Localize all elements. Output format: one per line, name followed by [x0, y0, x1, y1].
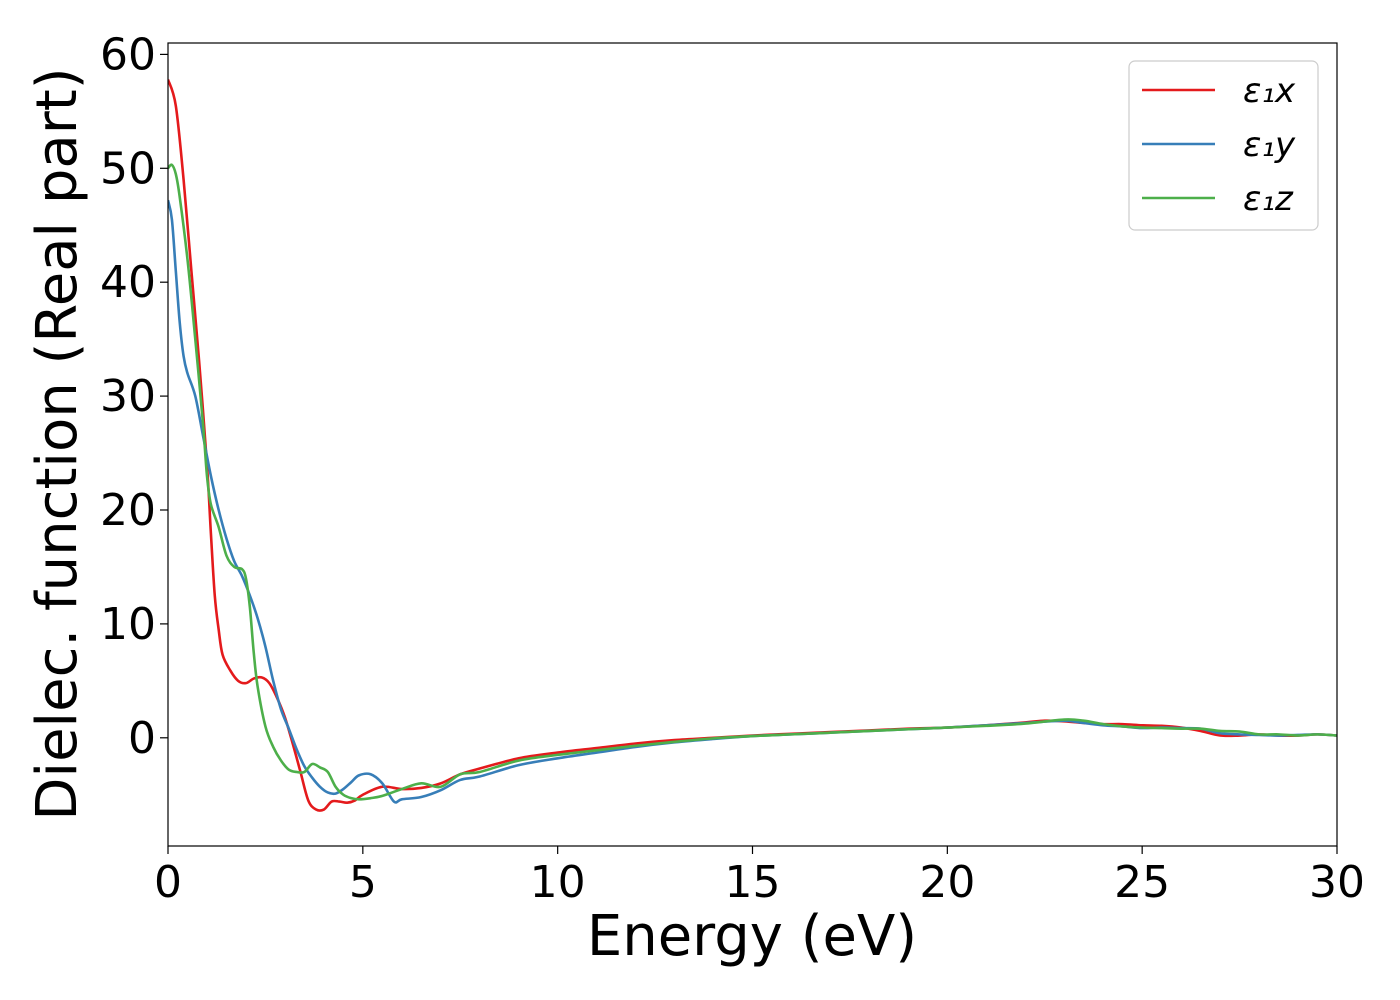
y-tick-label: 0 — [128, 713, 156, 764]
y-tick-label: 50 — [100, 143, 156, 194]
y-tick-label: 10 — [100, 599, 156, 650]
x-tick-label: 10 — [530, 857, 586, 908]
legend-box — [1128, 60, 1319, 231]
y-tick-label: 60 — [100, 29, 156, 80]
x-tick-label: 20 — [919, 857, 975, 908]
x-tick-label: 0 — [154, 857, 182, 908]
legend-label-1: ε₁x — [1243, 71, 1296, 111]
x-tick-label: 25 — [1114, 857, 1170, 908]
legend: ε₁x ε₁y ε₁z — [1128, 60, 1319, 231]
x-tick-label: 5 — [349, 857, 377, 908]
series-line-1 — [168, 79, 1337, 812]
y-tick-label: 20 — [100, 485, 156, 536]
x-axis-title: Energy (eV) — [587, 904, 917, 969]
series-line-3 — [168, 163, 1337, 801]
legend-label-2: ε₁y — [1243, 125, 1296, 165]
y-tick-label: 30 — [100, 371, 156, 422]
x-tick-label: 15 — [725, 857, 781, 908]
legend-label-3: ε₁z — [1243, 179, 1294, 219]
y-axis-title: Dielec. function (Real part) — [25, 67, 90, 820]
x-tick-label: 30 — [1309, 857, 1365, 908]
y-tick-label: 40 — [100, 257, 156, 308]
